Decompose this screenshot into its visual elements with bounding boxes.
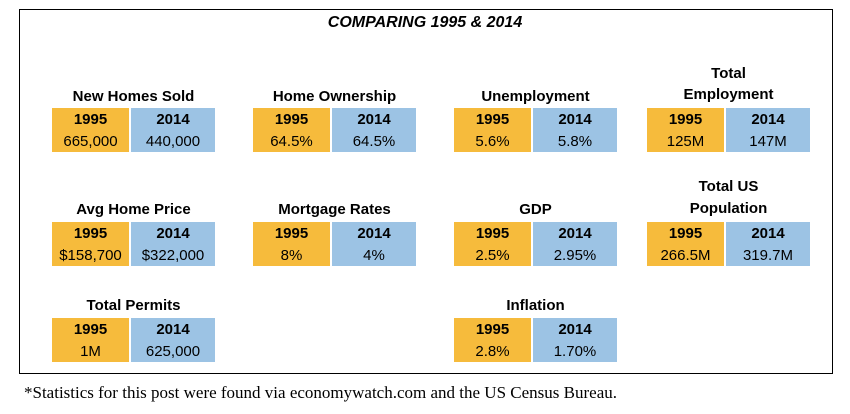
value-2014: 319.7M [742,247,794,264]
cell-2014: 2014 1.70% [532,317,618,363]
stat-table: 1995 665,000 2014 440,000 [51,107,216,153]
year-header: 1995 [475,225,510,242]
stat-label-line1: Total [711,65,746,82]
stat-table: 1995 125M 2014 147M [646,107,811,153]
stat-table: 1995 2.5% 2014 2.95% [453,221,618,267]
stat-label: GDP [519,201,552,218]
stat-table: 1995 266.5M 2014 319.7M [646,221,811,267]
year-header: 1995 [668,225,703,242]
stat-table: 1995 $158,700 2014 $322,000 [51,221,216,267]
year-header: 1995 [668,111,703,128]
year-header: 2014 [357,225,391,242]
value-2014: 4% [363,247,385,264]
infographic-frame [19,9,833,374]
year-header: 1995 [73,321,108,338]
value-2014: $322,000 [141,247,205,264]
stat-label-line1: Total US [698,178,759,195]
value-1995: 125M [666,133,705,150]
cell-1995: 1995 665,000 [51,107,130,153]
cell-1995: 1995 1M [51,317,130,363]
stat-table: 1995 5.6% 2014 5.8% [453,107,618,153]
cell-2014: 2014 625,000 [130,317,216,363]
cell-1995: 1995 $158,700 [51,221,130,267]
value-1995: 5.6% [475,133,510,150]
cell-1995: 1995 5.6% [453,107,532,153]
stat-table: 1995 8% 2014 4% [252,221,417,267]
value-1995: 266.5M [660,247,711,264]
year-header: 1995 [475,111,510,128]
page-title: COMPARING 1995 & 2014 [327,14,523,31]
year-header: 1995 [274,111,309,128]
cell-2014: 2014 4% [331,221,417,267]
stat-label: New Homes Sold [72,88,195,105]
year-header: 2014 [558,111,592,128]
stat-label: Home Ownership [272,88,397,105]
value-2014: 64.5% [352,133,396,150]
year-header: 2014 [558,225,592,242]
stat-label: Inflation [506,297,565,314]
cell-1995: 1995 64.5% [252,107,331,153]
stat-label: Unemployment [481,88,590,105]
stat-label-line2: Employment [683,86,774,103]
cell-2014: 2014 440,000 [130,107,216,153]
year-header: 1995 [73,225,108,242]
cell-1995: 1995 2.8% [453,317,532,363]
year-header: 2014 [156,111,190,128]
value-1995: 1M [80,343,101,360]
year-header: 2014 [357,111,391,128]
cell-1995: 1995 125M [646,107,725,153]
year-header: 2014 [156,225,190,242]
year-header: 1995 [475,321,510,338]
value-2014: 1.70% [553,343,597,360]
value-1995: 2.5% [475,247,510,264]
stat-table: 1995 1M 2014 625,000 [51,317,216,363]
value-1995: $158,700 [59,247,122,264]
value-1995: 8% [280,247,303,264]
stat-label-line2: Population [689,200,768,217]
year-header: 1995 [274,225,309,242]
cell-2014: 2014 64.5% [331,107,417,153]
footnote: *Statistics for this post were found via… [24,383,617,402]
year-header: 2014 [751,111,785,128]
year-header: 2014 [558,321,592,338]
cell-2014: 2014 5.8% [532,107,618,153]
stat-label: Total Permits [86,297,181,314]
year-header: 2014 [156,321,190,338]
value-1995: 665,000 [63,133,118,150]
cell-2014: 2014 319.7M [725,221,811,267]
year-header: 2014 [751,225,785,242]
cell-2014: 2014 $322,000 [130,221,216,267]
cell-2014: 2014 2.95% [532,221,618,267]
value-1995: 2.8% [475,343,510,360]
stat-label: Avg Home Price [76,201,191,218]
stat-label: Mortgage Rates [278,201,391,218]
cell-1995: 1995 266.5M [646,221,725,267]
value-1995: 64.5% [270,133,313,150]
stat-table: 1995 2.8% 2014 1.70% [453,317,618,363]
value-2014: 625,000 [145,343,201,360]
cell-1995: 1995 8% [252,221,331,267]
year-header: 1995 [73,111,108,128]
value-2014: 5.8% [557,133,593,150]
value-2014: 440,000 [145,133,201,150]
value-2014: 147M [749,133,787,150]
cell-2014: 2014 147M [725,107,811,153]
value-2014: 2.95% [553,247,597,264]
cell-1995: 1995 2.5% [453,221,532,267]
stat-table: 1995 64.5% 2014 64.5% [252,107,417,153]
